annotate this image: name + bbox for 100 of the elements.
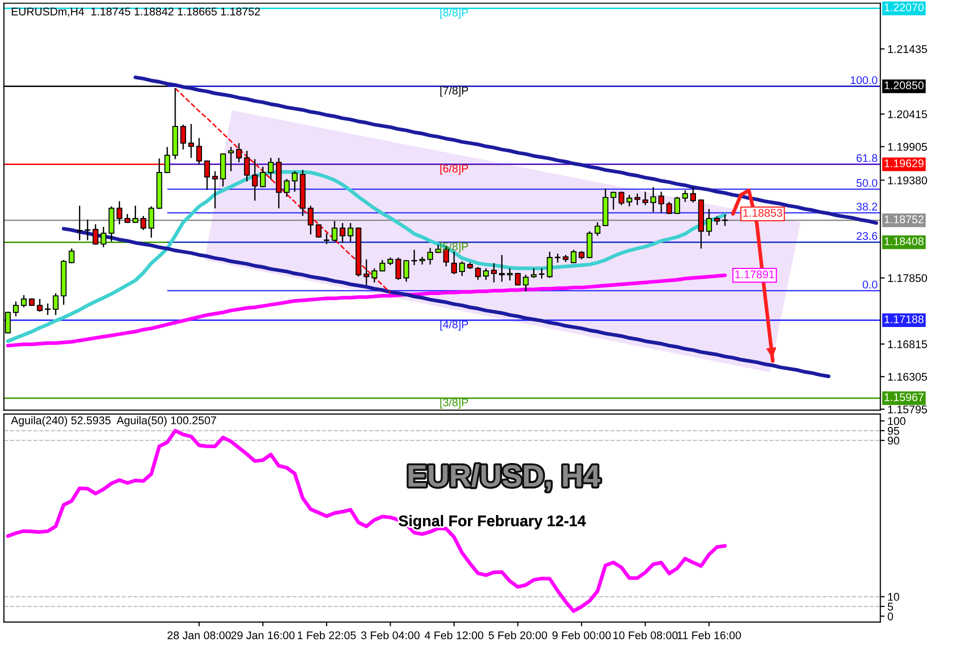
candlestick bbox=[340, 222, 346, 244]
candlestick bbox=[100, 226, 106, 248]
candlestick bbox=[268, 157, 274, 180]
candlestick bbox=[68, 248, 75, 264]
data-label: 1.18853 bbox=[743, 208, 782, 217]
y-tick-label: 10 bbox=[888, 592, 900, 601]
candlestick bbox=[76, 205, 84, 241]
candlestick bbox=[212, 170, 218, 209]
candlestick bbox=[626, 194, 632, 208]
line-series bbox=[134, 76, 878, 225]
candlestick bbox=[308, 205, 314, 236]
ref-line-label: 1.18408 bbox=[884, 237, 924, 246]
candlestick bbox=[506, 268, 513, 282]
candlestick bbox=[260, 166, 266, 188]
candlestick bbox=[204, 160, 210, 190]
chart-title: EURUSDm,H4 1.18745 1.18842 1.18665 1.18752 bbox=[12, 8, 260, 17]
candlestick bbox=[722, 214, 728, 226]
candlestick bbox=[658, 191, 664, 214]
candlestick bbox=[284, 178, 290, 198]
candlestick bbox=[491, 262, 497, 284]
annotation: [4/8]P bbox=[440, 320, 468, 331]
annotation: 0.0 bbox=[862, 280, 878, 289]
annotation: [7/8]P bbox=[440, 86, 468, 97]
y-tick-label: 1.20415 bbox=[888, 110, 927, 118]
candlestick bbox=[323, 232, 330, 245]
ref-line-label: 1.18752 bbox=[884, 215, 924, 224]
candlestick bbox=[244, 150, 250, 182]
candlestick bbox=[682, 190, 688, 203]
x-tick-label: 3 Feb 04:00 bbox=[361, 631, 420, 640]
y-tick-label: 1.19380 bbox=[888, 176, 928, 184]
candlestick bbox=[12, 300, 19, 317]
annotation: 23.6 bbox=[856, 232, 878, 240]
candlestick bbox=[530, 268, 537, 279]
candlestick bbox=[332, 220, 338, 242]
candlestick bbox=[459, 260, 465, 277]
candlestick bbox=[92, 224, 98, 246]
candlestick bbox=[522, 274, 529, 292]
candlestick bbox=[666, 201, 672, 215]
candlestick bbox=[140, 215, 146, 231]
y-tick-label: 90 bbox=[888, 436, 900, 445]
y-tick-label: 0 bbox=[888, 612, 894, 620]
candlestick bbox=[642, 191, 648, 206]
annotation: [3/8]P bbox=[440, 398, 468, 409]
candlestick bbox=[36, 298, 43, 312]
ref-line-label: 1.15967 bbox=[884, 393, 924, 402]
candlestick bbox=[610, 191, 616, 210]
data-label: 1.17891 bbox=[735, 270, 774, 278]
candlestick bbox=[372, 268, 378, 284]
ref-line-label: 1.22070 bbox=[884, 3, 924, 12]
candlestick bbox=[499, 254, 505, 282]
y-tick-label: 5 bbox=[888, 602, 894, 611]
candlestick bbox=[538, 268, 546, 280]
y-tick-label: 100 bbox=[888, 417, 906, 426]
candlestick bbox=[395, 256, 402, 280]
x-tick-label: 10 Feb 08:00 bbox=[613, 631, 678, 640]
ref-line-label: 1.20850 bbox=[884, 81, 924, 90]
candlestick bbox=[52, 292, 59, 316]
candlestick bbox=[44, 302, 52, 316]
y-tick-label: 1.16305 bbox=[888, 372, 927, 381]
candlestick bbox=[188, 123, 194, 158]
x-tick-label: 11 Feb 16:00 bbox=[678, 631, 741, 640]
candlestick bbox=[164, 146, 170, 174]
candlestick bbox=[618, 191, 624, 206]
annotation: EUR/USD, H4 bbox=[408, 464, 600, 492]
line-series bbox=[6, 428, 727, 613]
candlestick bbox=[348, 222, 354, 242]
x-tick-label: 9 Feb 00:00 bbox=[552, 631, 611, 640]
y-tick-label: 1.17850 bbox=[888, 274, 928, 282]
candlestick bbox=[20, 294, 27, 308]
candlestick bbox=[594, 222, 600, 236]
candlestick bbox=[475, 266, 481, 280]
x-tick-label: 28 Jan 08:00 bbox=[168, 631, 231, 640]
candlestick bbox=[364, 258, 370, 286]
candlestick bbox=[650, 186, 656, 213]
y-tick-label: 95 bbox=[888, 426, 900, 435]
candlestick bbox=[292, 170, 298, 192]
x-tick-label: 1 Feb 22:05 bbox=[298, 631, 356, 640]
candlestick bbox=[410, 249, 418, 266]
x-tick-label: 5 Feb 20:00 bbox=[488, 631, 548, 640]
y-tick-label: 1.19905 bbox=[888, 142, 927, 151]
candlestick bbox=[403, 259, 410, 282]
candlestick bbox=[451, 251, 457, 275]
x-tick-label: 4 Feb 12:00 bbox=[424, 631, 484, 640]
chart-title: Aguila(240) 52.5935 Aguila(50) 100.2507 bbox=[10, 416, 216, 426]
annotation: 100.0 bbox=[850, 76, 878, 84]
candlestick bbox=[483, 268, 489, 280]
annotation: 38.2 bbox=[856, 202, 878, 211]
ref-line-label: 1.17188 bbox=[884, 315, 924, 324]
candlestick bbox=[427, 247, 434, 266]
candlestick bbox=[634, 192, 640, 206]
candlestick bbox=[706, 208, 712, 236]
candlestick bbox=[546, 251, 553, 279]
y-tick-label: 1.15795 bbox=[888, 405, 927, 414]
candlestick bbox=[228, 146, 234, 172]
candlestick bbox=[196, 137, 202, 165]
ref-line-label: 1.19629 bbox=[884, 159, 924, 168]
candlestick bbox=[132, 205, 138, 224]
candlestick bbox=[180, 124, 186, 150]
line-series bbox=[62, 226, 830, 378]
candlestick bbox=[236, 142, 242, 163]
